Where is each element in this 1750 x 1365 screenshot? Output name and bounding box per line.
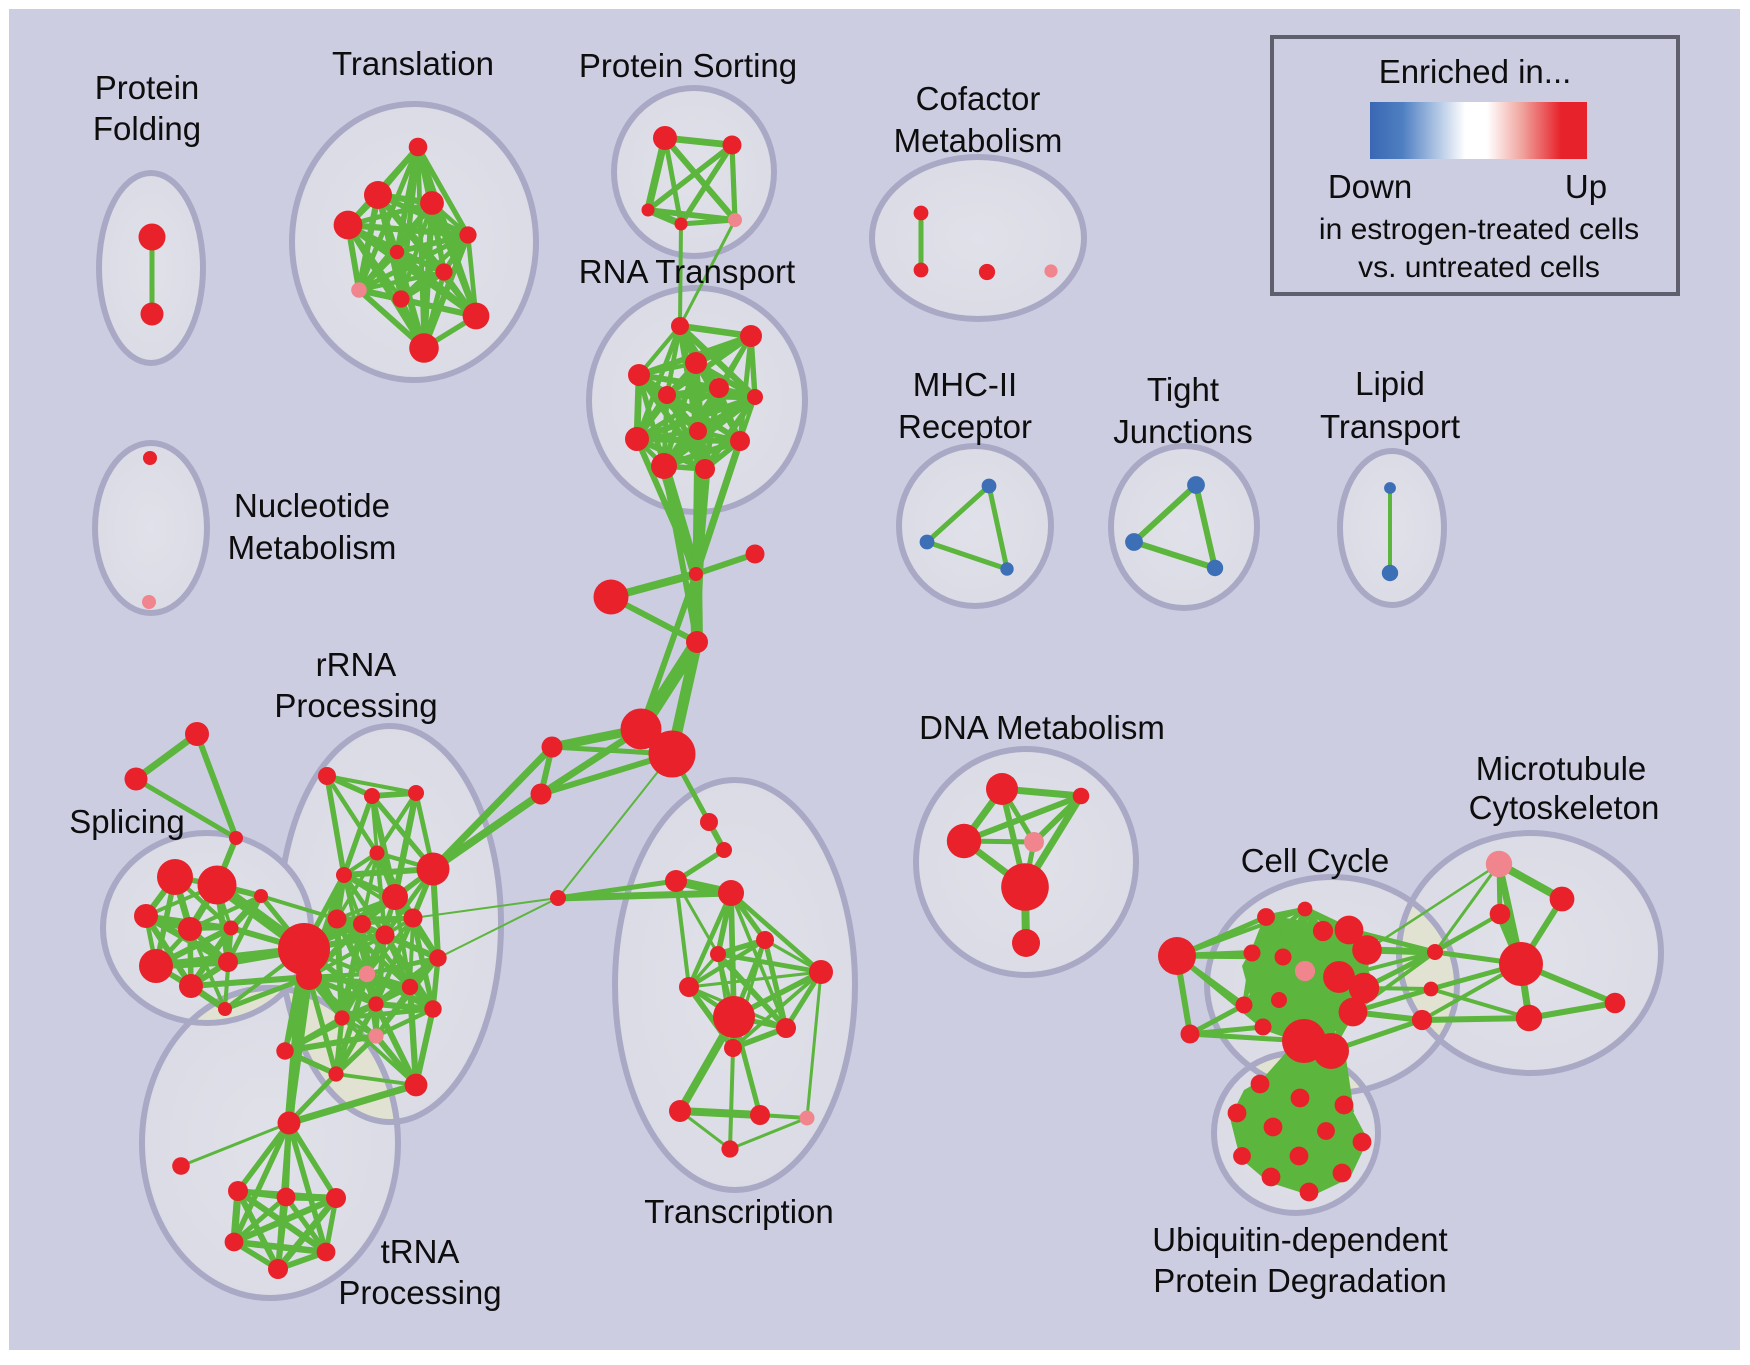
svg-text:Metabolism: Metabolism (894, 122, 1063, 159)
svg-text:Nucleotide: Nucleotide (234, 487, 390, 524)
svg-text:Junctions: Junctions (1113, 413, 1252, 450)
svg-text:Transcription: Transcription (644, 1193, 834, 1230)
svg-text:Transport: Transport (1320, 408, 1460, 445)
svg-text:Enriched in...: Enriched in... (1379, 53, 1572, 90)
svg-text:Down: Down (1328, 168, 1412, 205)
svg-text:RNA Transport: RNA Transport (579, 253, 795, 290)
svg-text:Receptor: Receptor (898, 408, 1032, 445)
svg-text:Up: Up (1565, 168, 1607, 205)
svg-text:DNA Metabolism: DNA Metabolism (919, 709, 1165, 746)
svg-text:Protein Sorting: Protein Sorting (579, 47, 797, 84)
svg-text:MHC-II: MHC-II (913, 366, 1017, 403)
svg-text:in estrogen-treated cells: in estrogen-treated cells (1319, 213, 1639, 246)
svg-text:rRNA: rRNA (316, 646, 397, 683)
svg-text:Cofactor: Cofactor (916, 80, 1041, 117)
svg-text:Microtubule: Microtubule (1476, 750, 1647, 787)
svg-text:Splicing: Splicing (69, 803, 185, 840)
svg-text:Cell Cycle: Cell Cycle (1241, 842, 1390, 879)
svg-text:Processing: Processing (274, 687, 437, 724)
svg-text:Lipid: Lipid (1355, 365, 1425, 402)
svg-text:Folding: Folding (93, 110, 201, 147)
svg-text:Tight: Tight (1147, 371, 1219, 408)
svg-text:tRNA: tRNA (381, 1233, 460, 1270)
svg-text:Protein: Protein (95, 69, 200, 106)
svg-text:Translation: Translation (332, 45, 494, 82)
svg-text:Cytoskeleton: Cytoskeleton (1469, 789, 1660, 826)
svg-text:Processing: Processing (338, 1274, 501, 1311)
svg-text:Metabolism: Metabolism (228, 529, 397, 566)
svg-text:Ubiquitin-dependent: Ubiquitin-dependent (1152, 1221, 1447, 1258)
svg-text:vs. untreated cells: vs. untreated cells (1358, 251, 1600, 284)
svg-text:Protein Degradation: Protein Degradation (1153, 1262, 1447, 1299)
